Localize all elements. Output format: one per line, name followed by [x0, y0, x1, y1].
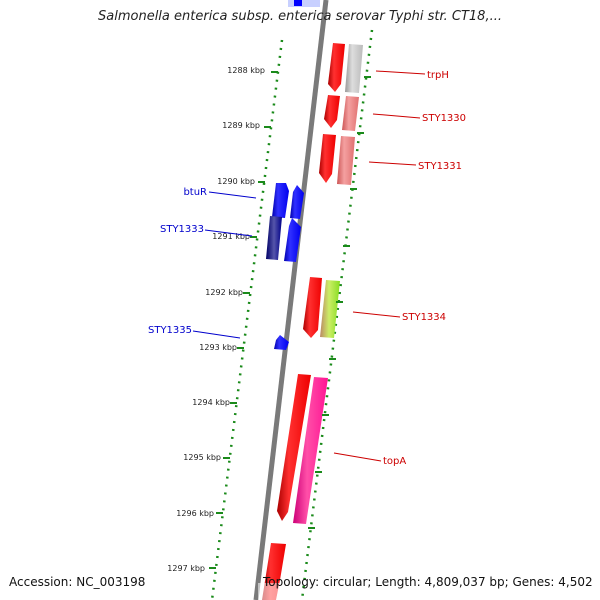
gene-partial-bottom-fade	[258, 583, 284, 600]
gene-label-sty1334[interactable]: STY1334	[402, 312, 446, 323]
gene-trph-arrow	[328, 43, 345, 92]
gene-label-sty1335[interactable]: STY1335	[148, 325, 192, 336]
genome-backbone	[253, 0, 329, 600]
gene-sty1333-left	[266, 216, 282, 260]
gene-sty1331-arrow	[319, 134, 336, 183]
gene-label-sty1331[interactable]: STY1331	[418, 161, 462, 172]
gene-sty1334-arrow	[303, 277, 322, 338]
scale-label-1295: 1295 kbp	[183, 453, 221, 462]
gene-sty1335-arrow	[274, 335, 289, 350]
gene-label-btur[interactable]: btuR	[183, 187, 207, 198]
reverse-gene-partial-top-core	[294, 0, 302, 6]
gene-sty1330-partner	[342, 96, 359, 131]
gene-label-sty1333[interactable]: STY1333	[160, 224, 204, 235]
reverse-label-leaders	[192, 191, 257, 339]
scale-label-1293: 1293 kbp	[199, 343, 237, 352]
scale-label-1289: 1289 kbp	[222, 121, 260, 130]
scale-label-1291: 1291 kbp	[212, 232, 250, 241]
gene-sty1333-arrow	[284, 218, 301, 262]
gene-sty1330-arrow	[324, 95, 340, 128]
gene-topa-partner	[293, 377, 328, 524]
gene-sty1334-partner	[320, 280, 340, 338]
gene-topa-arrow	[277, 374, 311, 521]
gene-btur-arrow	[272, 183, 289, 218]
gene-label-sty1330[interactable]: STY1330	[422, 113, 466, 124]
gene-trph-partner	[345, 44, 363, 93]
genome-title: Salmonella enterica subsp. enterica sero…	[98, 9, 502, 24]
topology-text: Topology: circular; Length: 4,809,037 bp…	[263, 575, 593, 589]
gene-sty1331-partner	[337, 136, 355, 185]
reverse-gene-partial-top	[288, 0, 320, 7]
forward-label-leaders	[333, 70, 426, 462]
gene-btur-partner	[290, 185, 304, 219]
scale-label-1294: 1294 kbp	[192, 398, 230, 407]
accession-text: Accession: NC_003198	[9, 575, 146, 589]
scale-ticks	[209, 71, 278, 569]
scale-label-1296: 1296 kbp	[176, 509, 214, 518]
gene-label-topa[interactable]: topA	[383, 456, 406, 467]
scale-label-1290: 1290 kbp	[217, 177, 255, 186]
scale-label-1292: 1292 kbp	[205, 288, 243, 297]
scale-label-1297: 1297 kbp	[167, 564, 205, 573]
scale-ticks-right	[308, 76, 371, 529]
gene-label-trph[interactable]: trpH	[427, 70, 449, 81]
scale-label-1288: 1288 kbp	[227, 66, 265, 75]
